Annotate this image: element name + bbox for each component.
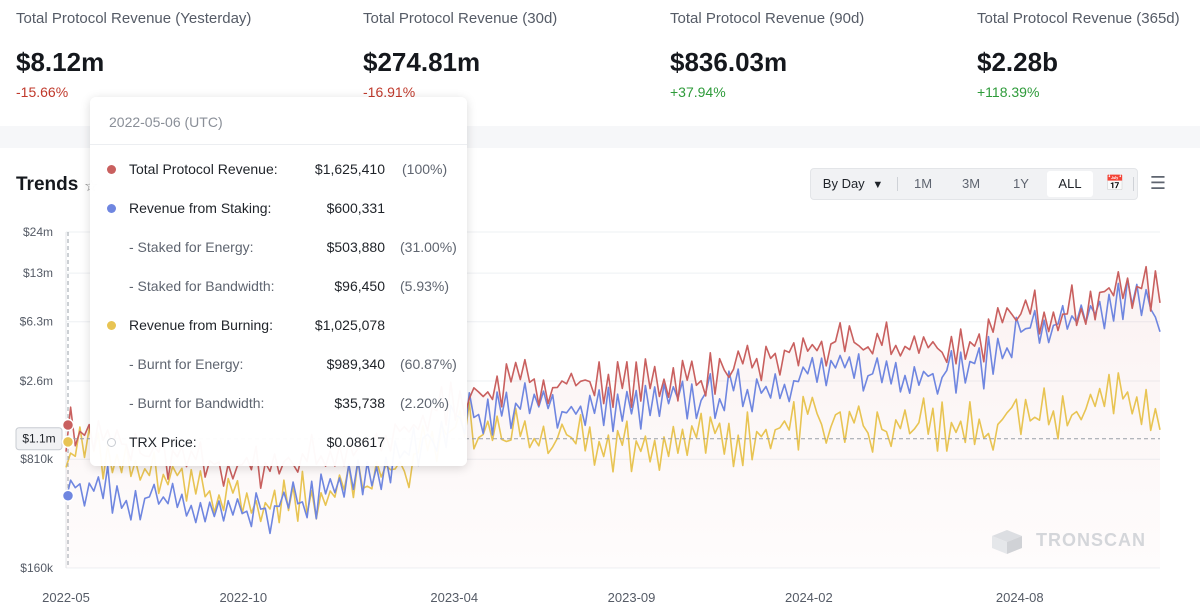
tooltip-value: $96,450 [334, 278, 385, 294]
stat-card: Total Protocol Revenue (Yesterday) $8.12… [16, 10, 251, 100]
tooltip-percent: (2.20%) [400, 395, 450, 411]
tooltip-label: Total Protocol Revenue: [129, 161, 278, 177]
toolbar-divider [897, 177, 898, 191]
tooltip-value: $600,331 [326, 200, 385, 216]
menu-icon[interactable]: ☰ [1149, 173, 1167, 193]
stat-change: +37.94% [670, 84, 726, 100]
range-1m-button[interactable]: 1M [913, 176, 933, 191]
tooltip-row: Revenue from Staking: $600,331 [90, 199, 467, 219]
range-3m-button[interactable]: 3M [961, 176, 981, 191]
tooltip-row: - Burnt for Energy: $989,340 (60.87%) [90, 355, 467, 375]
tooltip-label: - Burnt for Bandwidth: [129, 395, 265, 411]
by-day-label: By Day [822, 176, 865, 191]
stat-value: $274.81m [363, 47, 481, 77]
tooltip-row: TRX Price: $0.08617 [90, 433, 467, 453]
stat-value: $8.12m [16, 47, 105, 77]
stat-label: Total Protocol Revenue (Yesterday) [16, 10, 252, 27]
tooltip-label: TRX Price: [129, 434, 197, 450]
series-dot-icon [107, 204, 116, 213]
trends-title: Trends [16, 174, 79, 195]
tooltip-percent: (5.93%) [400, 278, 450, 294]
tooltip-percent: (100%) [402, 161, 448, 177]
series-dot-icon [107, 321, 116, 330]
tooltip-value: $1,625,410 [314, 161, 385, 177]
watermark-text: TRONSCAN [1036, 530, 1146, 550]
series-dot-icon [107, 165, 116, 174]
series-dot-icon [107, 438, 116, 447]
stat-card: Total Protocol Revenue (90d) $836.03m +3… [670, 10, 864, 100]
stat-value: $2.28b [977, 47, 1058, 77]
stat-label: Total Protocol Revenue (90d) [670, 10, 865, 27]
tooltip-percent: (31.00%) [400, 239, 457, 255]
tooltip-row: Revenue from Burning: $1,025,078 [90, 316, 467, 336]
tooltip-label: Revenue from Staking: [129, 200, 272, 216]
tooltip-value: $503,880 [326, 239, 385, 255]
tooltip-value: $35,738 [334, 395, 385, 411]
stat-card: Total Protocol Revenue (30d) $274.81m -1… [363, 10, 557, 100]
stat-value: $836.03m [670, 47, 788, 77]
stat-label: Total Protocol Revenue (30d) [363, 10, 558, 27]
chevron-down-icon: ▼ [872, 179, 884, 191]
tooltip-label: - Staked for Bandwidth: [129, 278, 275, 294]
range-toolbar: By Day ▼ 1M 3M 1Y ALL 📅 [810, 168, 1138, 200]
stat-label: Total Protocol Revenue (365d) [977, 10, 1180, 27]
range-all-button[interactable]: ALL [1047, 171, 1093, 197]
tronscan-logo-icon [992, 530, 1022, 554]
range-1y-button[interactable]: 1Y [1013, 176, 1029, 191]
tooltip-value: $1,025,078 [314, 317, 385, 333]
tooltip-row: - Staked for Bandwidth: $96,450 (5.93%) [90, 277, 467, 297]
tooltip-percent: (60.87%) [400, 356, 457, 372]
tooltip-divider [90, 144, 467, 145]
toolbar-divider [1133, 177, 1134, 191]
calendar-icon[interactable]: 📅 [1105, 175, 1125, 192]
tooltip-row: - Burnt for Bandwidth: $35,738 (2.20%) [90, 394, 467, 414]
tooltip-row: - Staked for Energy: $503,880 (31.00%) [90, 238, 467, 258]
tooltip-label: Revenue from Burning: [129, 317, 273, 333]
by-day-dropdown[interactable]: By Day ▼ [815, 169, 891, 199]
tooltip-value: $0.08617 [326, 434, 385, 450]
stat-change: -16.91% [363, 84, 416, 100]
stat-change: -15.66% [16, 84, 69, 100]
stat-change: +118.39% [977, 84, 1040, 100]
tooltip-date: 2022-05-06 (UTC) [109, 114, 223, 130]
tooltip-value: $989,340 [326, 356, 385, 372]
chart-tooltip: 2022-05-06 (UTC) Total Protocol Revenue:… [90, 97, 467, 466]
tooltip-row: Total Protocol Revenue: $1,625,410 (100%) [90, 160, 467, 180]
tooltip-label: - Staked for Energy: [129, 239, 254, 255]
stat-card: Total Protocol Revenue (365d) $2.28b +11… [977, 10, 1180, 100]
tooltip-label: - Burnt for Energy: [129, 356, 244, 372]
